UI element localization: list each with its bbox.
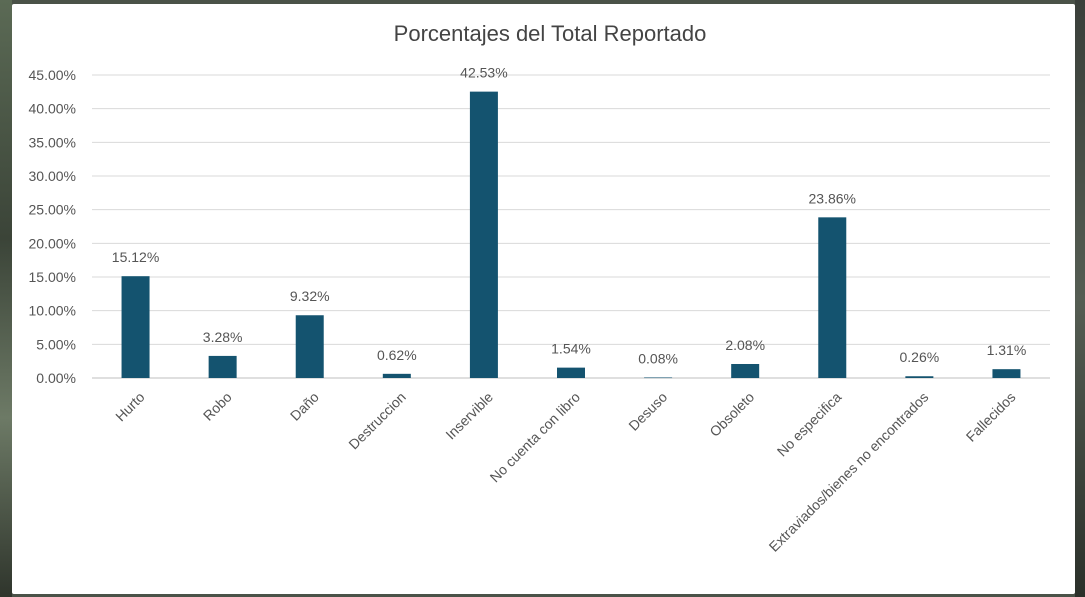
- bar: [121, 276, 150, 378]
- bar: [469, 91, 498, 378]
- x-tick-label: Hurto: [112, 389, 148, 425]
- x-tick-label: Extraviados/bienes no encontrados: [766, 389, 932, 555]
- bar: [992, 369, 1021, 378]
- y-tick-label: 40.00%: [29, 101, 76, 117]
- bar: [557, 367, 585, 378]
- bar: [295, 315, 324, 378]
- x-tick-label: No cuenta con libro: [487, 389, 584, 486]
- y-tick-label: 45.00%: [29, 67, 76, 83]
- bar: [818, 217, 847, 378]
- y-tick-label: 0.00%: [36, 370, 76, 386]
- bar: [644, 377, 673, 379]
- x-tick-label: Destruccion: [345, 389, 409, 453]
- data-label: 0.26%: [900, 349, 940, 365]
- x-tick-label: Desuso: [625, 389, 670, 434]
- y-tick-label: 30.00%: [29, 168, 76, 184]
- bars: [121, 91, 1021, 379]
- y-tick-label: 15.00%: [29, 269, 76, 285]
- x-tick-label: No especifica: [774, 389, 845, 460]
- x-tick-label: Daño: [287, 389, 322, 424]
- chart-title: Porcentajes del Total Reportado: [394, 21, 707, 46]
- data-label: 0.08%: [638, 350, 678, 366]
- y-axis-ticks: 0.00% 5.00% 10.00% 15.00% 20.00% 25.00% 30.00%…: [29, 67, 76, 386]
- data-label: 2.08%: [725, 337, 765, 353]
- bar: [208, 355, 237, 378]
- data-label: 15.12%: [112, 249, 159, 265]
- data-labels: 15.12% 3.28% 9.32% 0.62% 42.53% 1.54% 0.08% 2.0…: [112, 65, 1027, 367]
- y-tick-label: 25.00%: [29, 202, 76, 218]
- bar: [905, 376, 934, 378]
- y-tick-label: 5.00%: [36, 336, 76, 352]
- x-tick-label: Inservible: [442, 389, 496, 443]
- data-label: 42.53%: [460, 65, 507, 81]
- data-label: 1.54%: [551, 341, 591, 357]
- data-label: 23.86%: [809, 190, 856, 206]
- x-tick-label: Robo: [200, 389, 235, 424]
- background-edge-left: [0, 0, 12, 597]
- y-tick-label: 10.00%: [29, 303, 76, 319]
- bar: [382, 373, 411, 378]
- data-label: 3.28%: [203, 329, 243, 345]
- y-tick-label: 20.00%: [29, 235, 76, 251]
- y-tick-label: 35.00%: [29, 134, 76, 150]
- x-tick-label: Fallecidos: [963, 389, 1019, 445]
- bar: [731, 363, 760, 378]
- x-tick-label: Obsoleto: [706, 389, 757, 440]
- data-label: 1.31%: [987, 342, 1027, 358]
- data-label: 9.32%: [290, 288, 330, 304]
- chart-panel: [12, 4, 1075, 594]
- background-edge-right: [1075, 0, 1085, 597]
- data-label: 0.62%: [377, 347, 417, 363]
